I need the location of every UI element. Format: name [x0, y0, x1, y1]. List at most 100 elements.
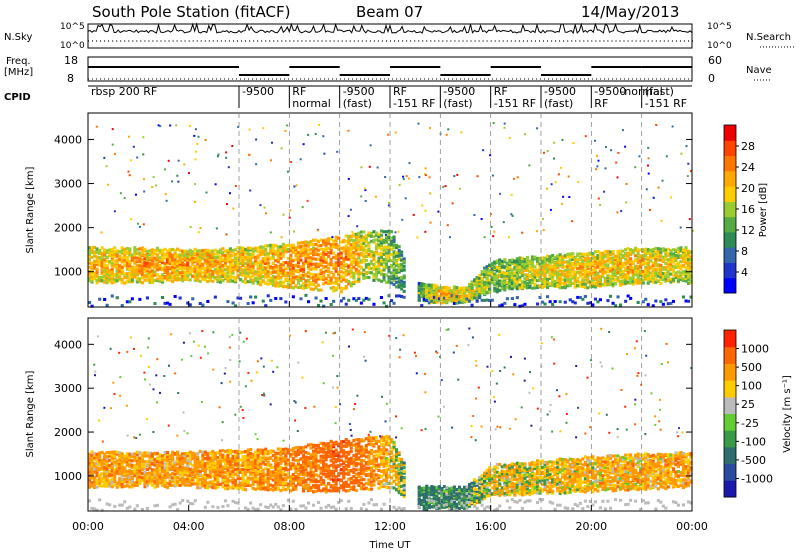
- heatmap-cell: [130, 479, 134, 483]
- heatmap-cell: [118, 277, 122, 281]
- heatmap-cell: [135, 260, 139, 264]
- heatmap-cell: [168, 460, 172, 464]
- heatmap-cell: [390, 271, 394, 275]
- heatmap-cell: [186, 265, 190, 269]
- heatmap-cell: [218, 461, 222, 465]
- heatmap-cell: [364, 296, 368, 300]
- heatmap-cell: [644, 268, 648, 272]
- heatmap-cell: [138, 456, 142, 460]
- heatmap-cell: [450, 296, 454, 300]
- heatmap-cell: [314, 257, 318, 261]
- heatmap-cell: [395, 251, 399, 255]
- heatmap-cell: [125, 274, 129, 278]
- heatmap-cell: [90, 466, 94, 470]
- heatmap-cell: [128, 259, 132, 263]
- heatmap-cell: [115, 274, 119, 278]
- heatmap-cell: [541, 268, 545, 272]
- heatmap-cell: [603, 260, 607, 264]
- heatmap-cell: [513, 262, 517, 266]
- heatmap-cell: [638, 155, 641, 158]
- heatmap-cell: [128, 452, 132, 456]
- heatmap-cell: [178, 456, 182, 460]
- heatmap-cell: [302, 143, 305, 146]
- heatmap-cell: [437, 297, 441, 301]
- heatmap-cell: [135, 458, 139, 462]
- heatmap-cell: [586, 272, 590, 276]
- heatmap-cell: [143, 476, 147, 480]
- heatmap-cell: [226, 462, 230, 466]
- heatmap-cell: [105, 502, 109, 506]
- heatmap-cell: [444, 185, 447, 188]
- heatmap-cell: [500, 303, 504, 307]
- heatmap-cell: [221, 247, 225, 251]
- heatmap-cell: [191, 479, 195, 483]
- heatmap-cell: [251, 264, 255, 268]
- heatmap-cell: [515, 272, 519, 276]
- colorbar-tick-label: 12: [741, 224, 755, 237]
- heatmap-cell: [274, 270, 278, 274]
- heatmap-cell: [639, 256, 643, 260]
- heatmap-cell: [284, 248, 288, 252]
- heatmap-cell: [349, 269, 353, 273]
- heatmap-cell: [115, 260, 119, 264]
- heatmap-cell: [518, 265, 522, 269]
- heatmap-cell: [505, 297, 509, 301]
- heatmap-cell: [369, 234, 373, 238]
- heatmap-cell: [206, 454, 210, 458]
- heatmap-cell: [631, 266, 635, 270]
- heatmap-cell: [435, 292, 439, 296]
- heatmap-cell: [495, 285, 499, 289]
- heatmap-cell: [246, 268, 250, 272]
- heatmap-cell: [165, 199, 168, 202]
- heatmap-cell: [561, 286, 565, 290]
- heatmap-cell: [176, 259, 180, 263]
- heatmap-cell: [206, 253, 210, 257]
- heatmap-cell: [524, 133, 526, 136]
- heatmap-cell: [150, 256, 154, 260]
- heatmap-cell: [208, 267, 212, 271]
- heatmap-cell: [88, 467, 92, 471]
- heatmap-cell: [442, 285, 446, 289]
- heatmap-cell: [191, 261, 195, 265]
- heatmap-cell: [369, 144, 372, 147]
- heatmap-cell: [223, 455, 227, 459]
- heatmap-cell: [221, 453, 225, 457]
- heatmap-cell: [286, 243, 290, 247]
- heatmap-cell: [387, 265, 391, 269]
- heatmap-cell: [427, 293, 431, 297]
- heatmap-cell: [468, 289, 472, 293]
- heatmap-cell: [198, 472, 202, 476]
- heatmap-cell: [624, 299, 628, 303]
- heatmap-cell: [120, 281, 124, 285]
- heatmap-cell: [118, 458, 122, 462]
- heatmap-cell: [500, 272, 504, 276]
- heatmap-cell: [218, 280, 222, 284]
- heatmap-cell: [203, 267, 207, 271]
- heatmap-cell: [228, 262, 232, 266]
- heatmap-cell: [362, 255, 366, 259]
- heatmap-cell: [359, 242, 363, 246]
- heatmap-cell: [314, 265, 318, 269]
- heatmap-cell: [437, 286, 441, 290]
- heatmap-cell: [588, 265, 592, 269]
- heatmap-cell: [246, 280, 250, 284]
- heatmap-cell: [616, 268, 620, 272]
- heatmap-cell: [239, 268, 243, 272]
- heatmap-cell: [379, 241, 383, 245]
- heatmap-cell: [337, 236, 341, 240]
- heatmap-cell: [385, 273, 389, 277]
- heatmap-cell: [674, 264, 678, 268]
- heatmap-cell: [548, 264, 552, 268]
- heatmap-cell: [339, 251, 343, 255]
- heatmap-cell: [166, 452, 170, 456]
- heatmap-cell: [568, 271, 572, 275]
- heatmap-cell: [176, 483, 180, 487]
- heatmap-cell: [216, 255, 220, 259]
- heatmap-cell: [530, 266, 534, 270]
- heatmap-cell: [115, 450, 119, 454]
- heatmap-cell: [576, 252, 580, 256]
- heatmap-cell: [130, 452, 134, 456]
- heatmap-cell: [269, 251, 273, 255]
- heatmap-cell: [392, 246, 396, 250]
- heatmap-cell: [110, 277, 114, 281]
